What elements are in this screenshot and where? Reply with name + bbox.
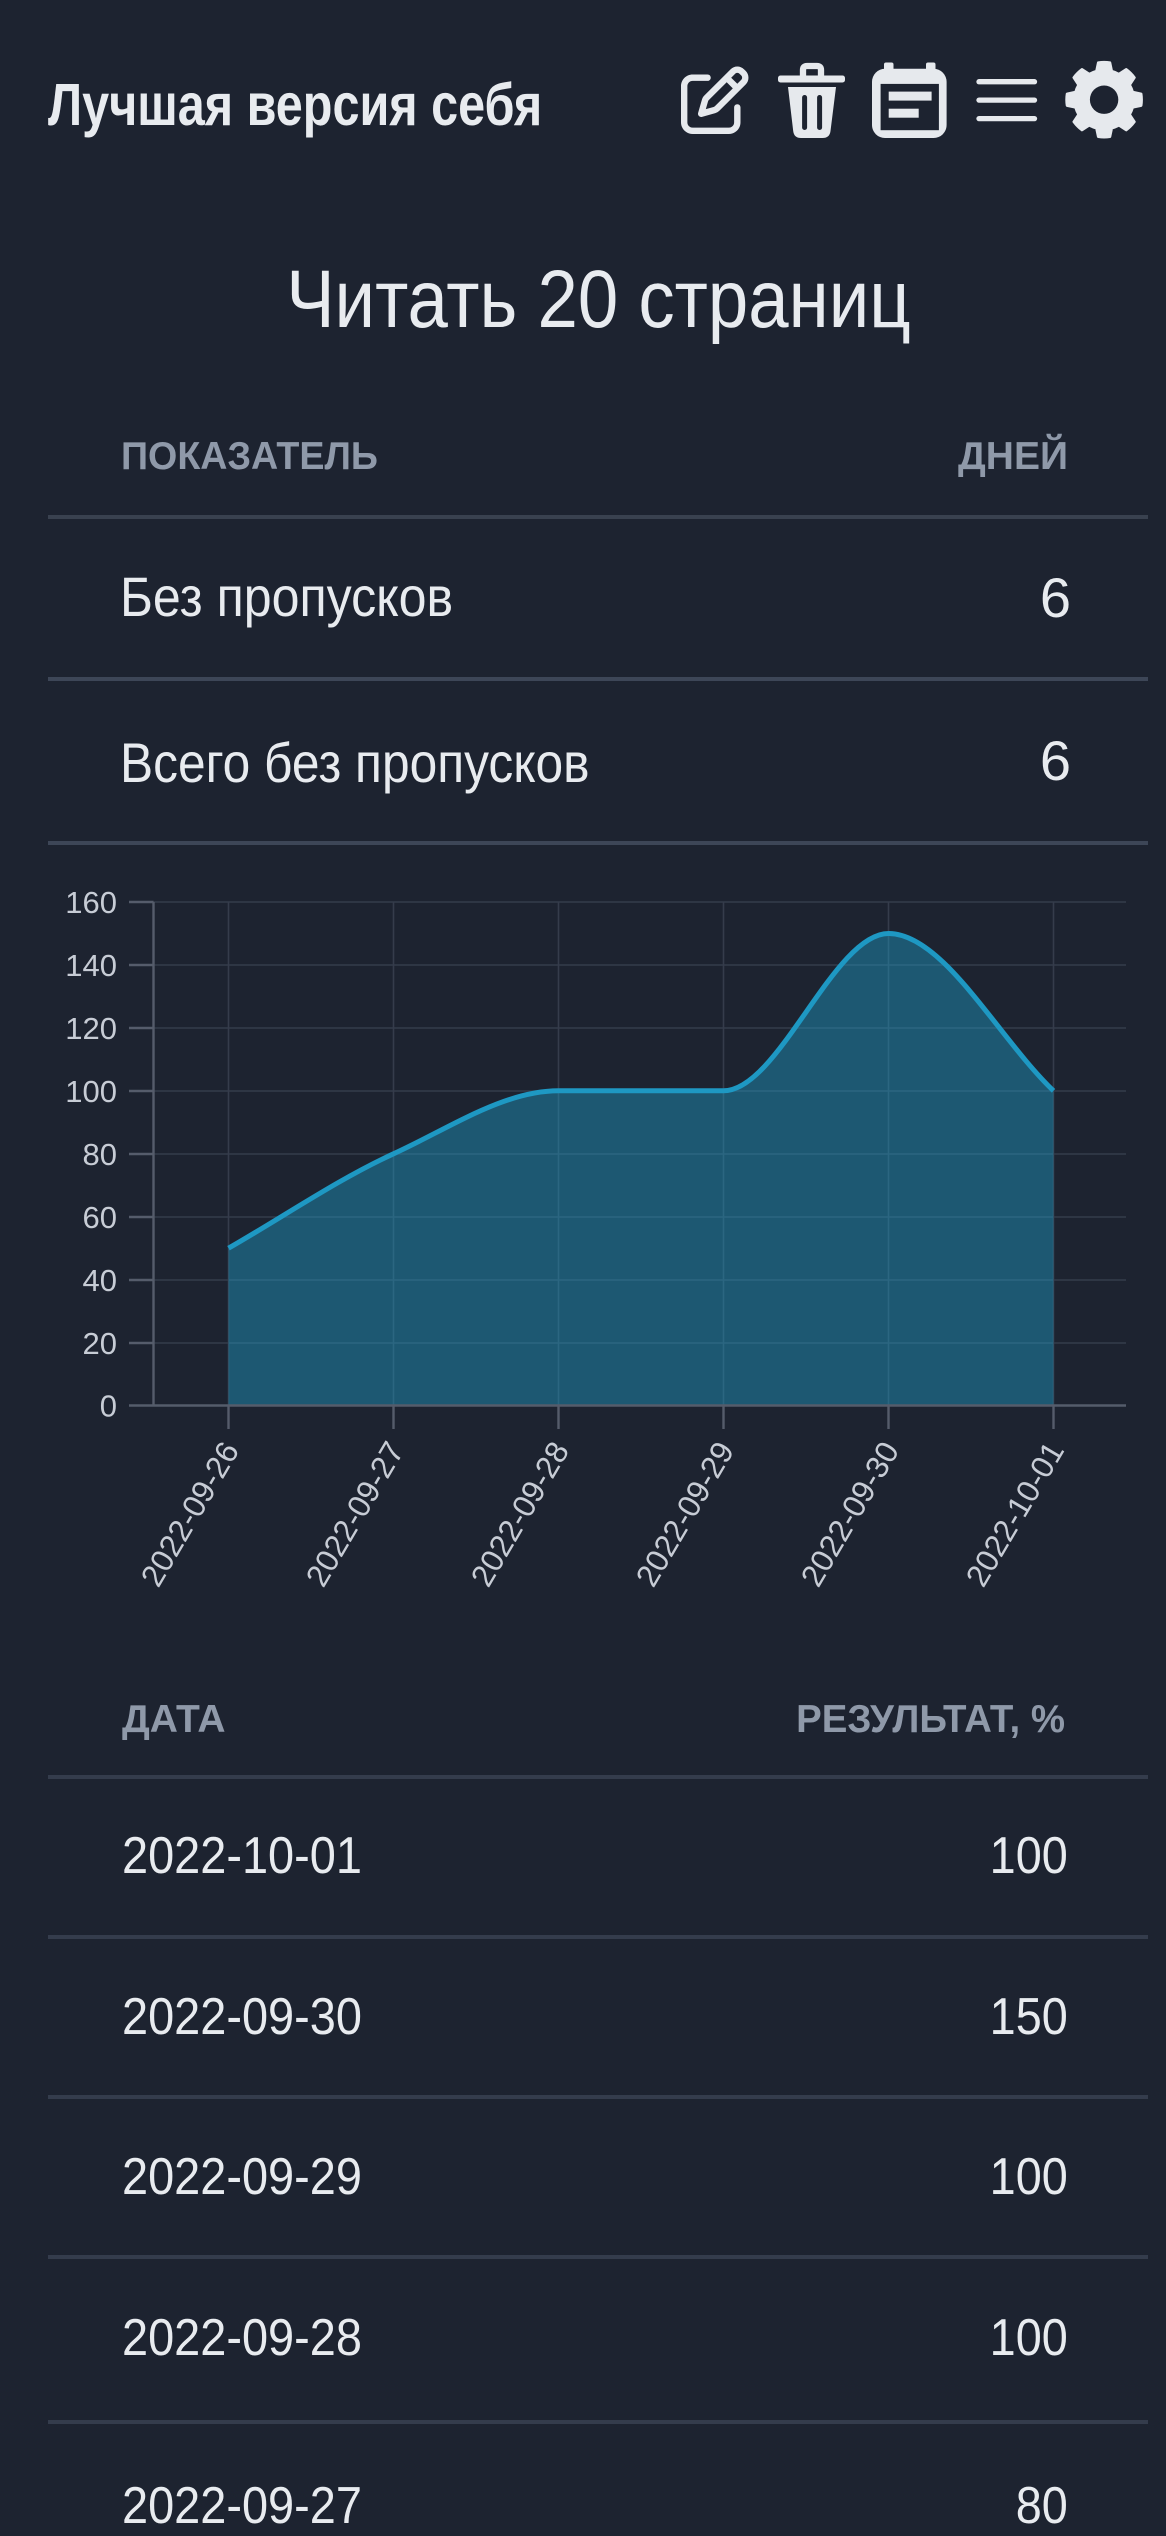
svg-text:120: 120 bbox=[65, 1011, 117, 1046]
svg-text:2022-09-27: 2022-09-27 bbox=[298, 1435, 411, 1592]
svg-text:2022-09-26: 2022-09-26 bbox=[133, 1435, 246, 1592]
svg-text:20: 20 bbox=[83, 1326, 117, 1361]
svg-text:0: 0 bbox=[100, 1389, 117, 1424]
svg-text:60: 60 bbox=[83, 1200, 117, 1235]
svg-text:80: 80 bbox=[83, 1137, 117, 1172]
svg-text:2022-09-30: 2022-09-30 bbox=[793, 1435, 906, 1592]
svg-text:2022-10-01: 2022-10-01 bbox=[958, 1435, 1071, 1592]
svg-text:160: 160 bbox=[65, 885, 117, 920]
svg-text:2022-09-29: 2022-09-29 bbox=[628, 1435, 741, 1592]
svg-text:2022-09-28: 2022-09-28 bbox=[463, 1435, 576, 1592]
svg-text:140: 140 bbox=[65, 948, 117, 983]
svg-text:100: 100 bbox=[65, 1074, 117, 1109]
svg-text:40: 40 bbox=[83, 1263, 117, 1298]
